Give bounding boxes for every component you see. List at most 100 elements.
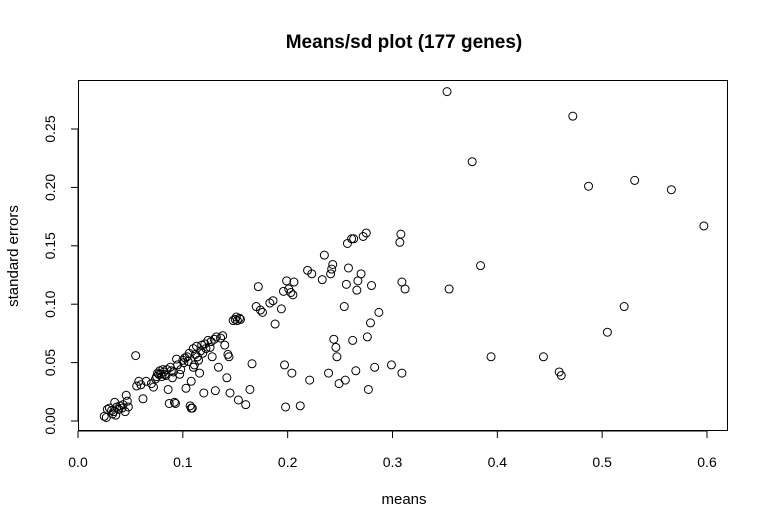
data-point xyxy=(467,157,477,167)
data-point xyxy=(162,365,172,375)
data-point xyxy=(331,342,341,352)
data-point xyxy=(370,362,380,372)
data-point xyxy=(367,281,377,291)
x-tick-label: 0.4 xyxy=(488,454,508,470)
data-point xyxy=(218,331,228,341)
data-point xyxy=(395,237,405,247)
data-point xyxy=(356,269,366,279)
y-tick-label: 0.05 xyxy=(42,349,58,376)
data-point xyxy=(584,181,594,191)
data-point xyxy=(282,276,292,286)
x-tick-label: 0.2 xyxy=(278,454,298,470)
data-point xyxy=(121,390,131,400)
y-tick-label: 0.10 xyxy=(42,290,58,317)
data-point xyxy=(363,384,373,394)
x-tick-label: 0.3 xyxy=(383,454,403,470)
x-tick-label: 0.0 xyxy=(68,454,88,470)
data-point xyxy=(327,264,337,274)
data-point xyxy=(400,284,410,294)
data-point xyxy=(207,352,217,362)
data-point xyxy=(241,400,251,410)
y-axis: 0.00 0.05 0.10 0.15 0.20 0.25 xyxy=(42,115,79,435)
data-point xyxy=(348,335,358,345)
data-point xyxy=(102,404,112,414)
data-point xyxy=(253,282,263,292)
data-point xyxy=(265,298,275,308)
data-point xyxy=(172,354,182,364)
data-point xyxy=(328,259,338,269)
data-point xyxy=(351,366,361,376)
data-point xyxy=(630,175,640,185)
data-point xyxy=(186,376,196,386)
data-point xyxy=(602,327,612,337)
data-point xyxy=(281,402,291,412)
chart-title: Means/sd plot (177 genes) xyxy=(286,32,523,53)
data-point xyxy=(268,296,278,306)
data-point xyxy=(538,352,548,362)
data-point xyxy=(568,111,578,121)
data-point xyxy=(213,362,223,372)
data-point xyxy=(280,360,290,370)
data-point xyxy=(201,344,211,354)
data-point xyxy=(619,302,629,312)
x-axis-label: means xyxy=(381,491,426,508)
data-point xyxy=(157,372,167,382)
data-point xyxy=(210,386,220,396)
data-point xyxy=(181,383,191,393)
data-point xyxy=(199,388,209,398)
data-point xyxy=(179,358,189,368)
data-points xyxy=(99,87,709,422)
data-point xyxy=(233,395,243,405)
data-point xyxy=(486,352,496,362)
data-point xyxy=(148,382,158,392)
data-point xyxy=(122,396,132,406)
data-point xyxy=(556,370,566,380)
data-point xyxy=(278,286,288,296)
data-point xyxy=(444,284,454,294)
data-point xyxy=(170,398,180,408)
data-point xyxy=(341,279,351,289)
x-tick-label: 0.1 xyxy=(173,454,193,470)
data-point xyxy=(175,369,185,379)
data-point xyxy=(161,370,171,380)
data-point xyxy=(666,185,676,195)
data-point xyxy=(286,288,296,298)
data-point xyxy=(324,368,334,378)
data-point xyxy=(169,397,179,407)
data-point xyxy=(211,332,221,342)
x-tick-label: 0.5 xyxy=(592,454,612,470)
data-point xyxy=(289,277,299,287)
data-point xyxy=(167,373,177,383)
data-point xyxy=(365,318,375,328)
data-point xyxy=(209,334,219,344)
data-point xyxy=(287,368,297,378)
data-point xyxy=(305,375,315,385)
data-point xyxy=(362,332,372,342)
y-axis-label: standard errors xyxy=(5,205,22,307)
data-point xyxy=(141,376,151,386)
data-point xyxy=(164,398,174,408)
data-point xyxy=(173,360,183,370)
data-point xyxy=(216,333,226,343)
data-point xyxy=(131,351,141,361)
data-point xyxy=(120,407,130,417)
y-tick-label: 0.15 xyxy=(42,232,58,259)
data-point xyxy=(442,87,452,97)
y-tick-label: 0.00 xyxy=(42,407,58,434)
data-point xyxy=(307,269,317,279)
data-point xyxy=(340,375,350,385)
data-point xyxy=(476,261,486,271)
y-tick-label: 0.25 xyxy=(42,115,58,142)
data-point xyxy=(343,263,353,273)
data-point xyxy=(186,403,196,413)
data-point xyxy=(205,342,215,352)
data-point xyxy=(326,269,336,279)
x-axis: 0.0 0.1 0.2 0.3 0.4 0.5 0.6 xyxy=(68,430,717,470)
y-tick-label: 0.20 xyxy=(42,174,58,201)
data-point xyxy=(245,384,255,394)
data-point xyxy=(234,313,244,323)
data-point xyxy=(339,302,349,312)
data-point xyxy=(699,221,709,231)
data-point xyxy=(319,250,329,260)
data-point xyxy=(194,355,204,365)
